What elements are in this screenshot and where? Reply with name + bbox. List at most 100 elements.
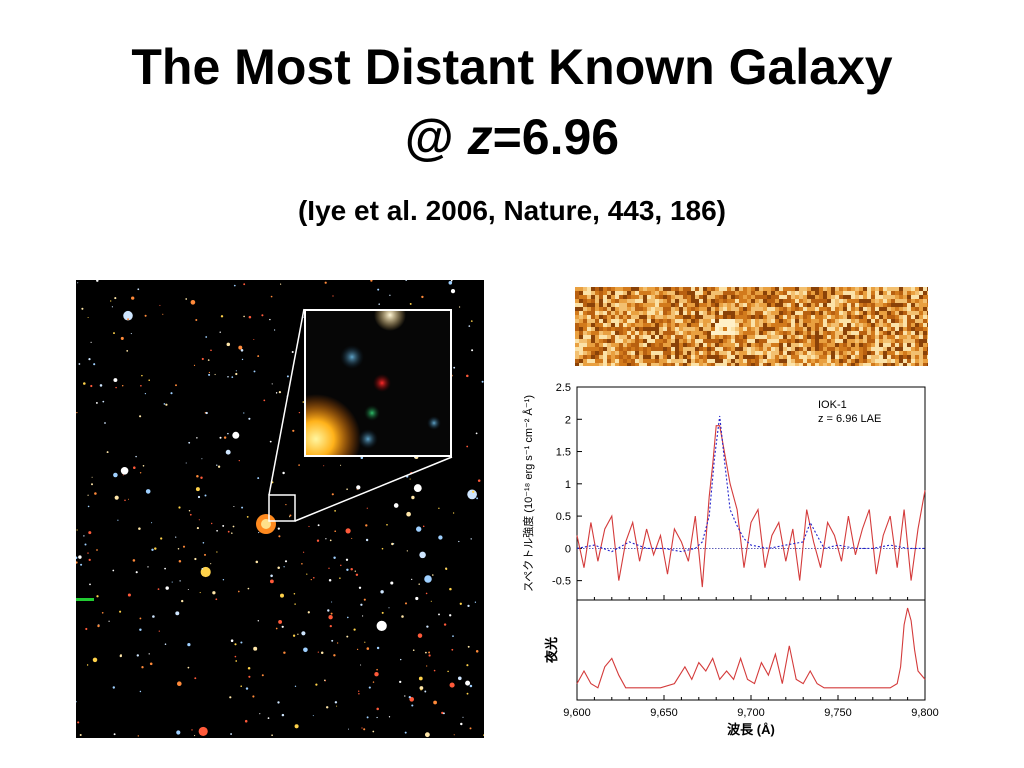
spectrum-pixel — [787, 359, 791, 363]
spectrum-pixel — [743, 327, 747, 331]
star — [293, 593, 296, 595]
spectrum-pixel — [799, 291, 803, 295]
spectrum-pixel — [819, 351, 823, 355]
spectrum-pixel — [607, 299, 611, 303]
spectrum-pixel — [727, 343, 731, 347]
spectrum-pixel — [755, 291, 759, 295]
spectrum-pixel — [827, 291, 831, 295]
spectrum-pixel — [859, 323, 863, 327]
spectrum-pixel — [707, 299, 711, 303]
spectrum-pixel — [927, 303, 928, 307]
spectrum-pixel — [603, 327, 607, 331]
spectrum-pixel — [811, 359, 815, 363]
spectrum-pixel — [827, 315, 831, 319]
star — [99, 384, 103, 387]
star — [399, 680, 402, 684]
spectrum-pixel — [695, 335, 699, 339]
spectrum-pixel — [587, 331, 591, 335]
spectrum-pixel — [871, 339, 875, 343]
spectrum-pixel — [903, 295, 907, 299]
spectrum-pixel — [647, 311, 651, 315]
spectrum-pixel — [923, 327, 927, 331]
star — [469, 727, 472, 730]
spectrum-pixel — [915, 303, 919, 307]
spectrum-pixel — [623, 351, 627, 355]
spectrum-pixel — [907, 319, 911, 323]
star — [275, 392, 278, 394]
spectrum-pixel — [887, 287, 891, 291]
spectrum-pixel — [711, 359, 715, 363]
spectrum-pixel — [783, 363, 787, 366]
spectrum-pixel — [595, 291, 599, 295]
spectrum-pixel — [883, 363, 887, 366]
star — [475, 650, 479, 653]
spectrum-pixel — [691, 319, 695, 323]
spectrum-pixel — [723, 343, 727, 347]
spectrum-pixel — [675, 355, 679, 359]
title-redshift-symbol: z — [467, 109, 493, 165]
spectrum-pixel — [887, 343, 891, 347]
spectrum-pixel — [623, 287, 627, 291]
spectrum-pixel — [635, 343, 639, 347]
star — [181, 599, 184, 603]
spectrum-pixel — [787, 351, 791, 355]
spectrum-pixel — [799, 335, 803, 339]
star — [346, 616, 349, 619]
spectrum-pixel — [719, 323, 723, 327]
spectrum-pixel — [623, 307, 627, 311]
star — [97, 624, 100, 628]
spectrum-pixel — [771, 291, 775, 295]
spectrum-pixel — [879, 327, 883, 331]
spectrum-pixel — [851, 315, 855, 319]
star — [164, 567, 166, 570]
spectrum-pixel — [835, 331, 839, 335]
spectrum-pixel — [683, 315, 687, 319]
spectrum-pixel — [579, 315, 583, 319]
spectrum-pixel — [719, 311, 723, 315]
spectrum-pixel — [923, 355, 927, 359]
spectrum-pixel — [651, 335, 655, 339]
spectrum-pixel — [659, 343, 663, 347]
spectrum-pixel — [675, 319, 679, 323]
spectrum-pixel — [855, 335, 859, 339]
spectrum-pixel — [599, 347, 603, 351]
star — [281, 713, 285, 717]
spectrum-pixel — [659, 347, 663, 351]
star — [450, 280, 453, 282]
star — [225, 449, 231, 455]
star — [244, 719, 248, 723]
spectrum-pixel — [811, 331, 815, 335]
spectrum-pixel — [683, 355, 687, 359]
spectrum-pixel — [751, 303, 755, 307]
spectrum-pixel — [907, 351, 911, 355]
spectrum-pixel — [583, 323, 587, 327]
star — [457, 676, 462, 681]
spectrum-pixel — [583, 339, 587, 343]
spectrum-pixel — [591, 327, 595, 331]
spectrum-pixel — [767, 363, 771, 366]
spectrum-pixel — [919, 351, 923, 355]
spectrum-pixel — [919, 343, 923, 347]
star — [234, 643, 237, 646]
spectrum-pixel — [691, 307, 695, 311]
spectrum-pixel — [911, 351, 915, 355]
spectrum-pixel — [711, 287, 715, 291]
star — [409, 302, 412, 305]
spectrum-pixel — [607, 359, 611, 363]
spectrum-pixel — [659, 359, 663, 363]
spectrum-pixel — [751, 291, 755, 295]
spectrum-pixel — [851, 359, 855, 363]
spectrum-pixel — [675, 347, 679, 351]
star — [438, 613, 440, 616]
spectrum-pixel — [843, 355, 847, 359]
spectrum-pixel — [879, 303, 883, 307]
spectrum-pixel — [859, 315, 863, 319]
spectrum-pixel — [743, 315, 747, 319]
spectrum-pixel — [695, 287, 699, 291]
spectrum-pixel — [639, 335, 643, 339]
spectrum-pixel — [787, 291, 791, 295]
spectrum-pixel — [887, 355, 891, 359]
spectrum-pixel — [711, 307, 715, 311]
spectrum-pixel — [883, 343, 887, 347]
spectrum-pixel — [815, 323, 819, 327]
